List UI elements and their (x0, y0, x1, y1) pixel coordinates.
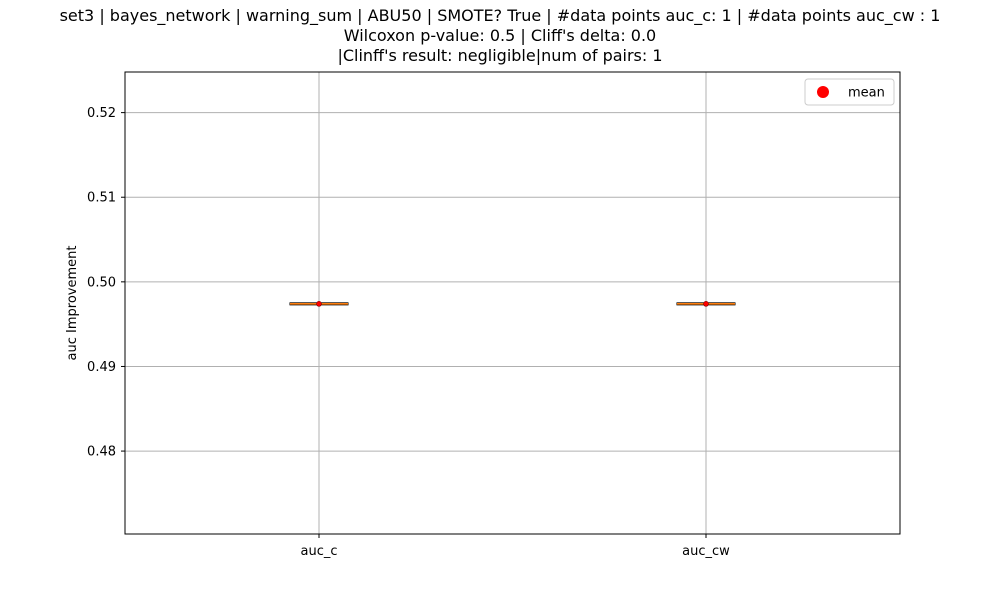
title-line-2: Wilcoxon p-value: 0.5 | Cliff's delta: 0… (343, 26, 657, 45)
chart-title: set3 | bayes_network | warning_sum | ABU… (0, 6, 1000, 66)
tick-layer: 0.48 0.49 0.50 0.51 0.52 auc_c auc_cw (87, 106, 730, 559)
y-axis-label: auc Improvement (65, 246, 80, 361)
y-tick-label: 0.48 (87, 445, 116, 460)
legend-frame (804, 78, 895, 106)
grid-layer (125, 72, 900, 534)
title-line-3: |Clinff's result: negligible|num of pair… (337, 46, 663, 65)
legend-mean-label: mean (848, 86, 885, 101)
legend-mean-marker (817, 86, 829, 98)
y-tick-label: 0.49 (87, 360, 116, 375)
mean-marker (316, 301, 322, 307)
y-tick-label: 0.51 (87, 191, 116, 206)
legend: mean (804, 78, 895, 106)
mean-marker (703, 301, 709, 307)
y-tick-label: 0.50 (87, 275, 116, 290)
x-tick-label: auc_c (300, 544, 337, 559)
title-line-1: set3 | bayes_network | warning_sum | ABU… (59, 6, 941, 25)
plot-frame (124, 71, 901, 535)
y-tick-label: 0.52 (87, 106, 116, 121)
x-tick-label: auc_cw (682, 544, 730, 559)
box-layer (289, 301, 736, 307)
